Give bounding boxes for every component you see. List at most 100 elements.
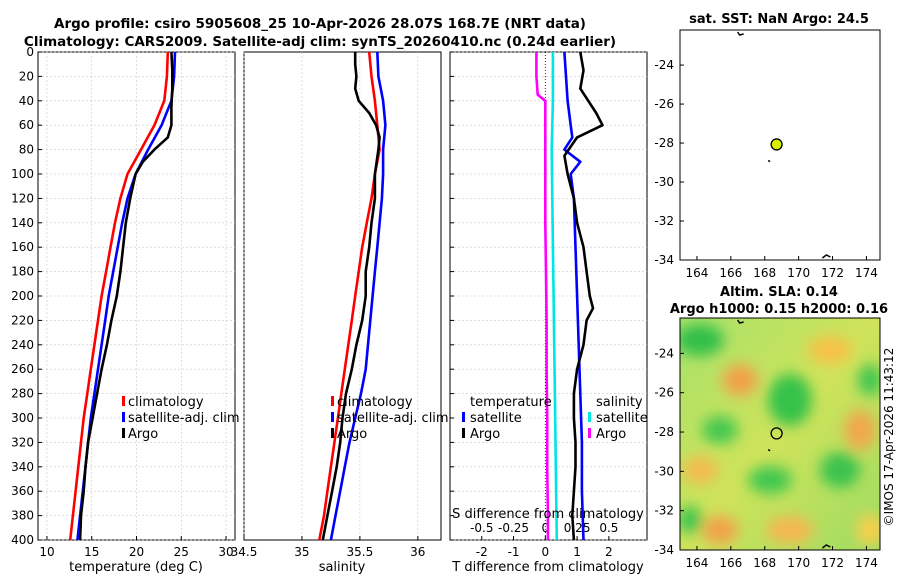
x-tick-label: 2 (605, 545, 613, 559)
series-line-climatology (68, 51, 170, 541)
salinity-plot-frame (243, 51, 442, 541)
sla-warm-blob (722, 364, 758, 396)
difference-xlabel-top: S difference from climatology (452, 507, 644, 522)
x-tick-label: 35 (294, 545, 309, 559)
y-tick-label: 180 (11, 265, 34, 279)
y-tick-label: 160 (11, 240, 34, 254)
sla-map-title-line1: Altim. SLA: 0.14 (720, 285, 838, 300)
sla-map: 164 166 168 170 172 174 -24 -26 -28 -30 -32 -34 (654, 319, 878, 570)
legend-label-satellite: satellite-adj. clim (128, 411, 240, 426)
legend-label-s-satellite: satellite (596, 411, 648, 426)
series-line-s-satellite (550, 52, 559, 541)
x-tick-label: 166 (719, 556, 742, 570)
legend-label-s-argo: Argo (596, 427, 626, 442)
series-line-argo (321, 52, 381, 541)
x-tick-label: 168 (753, 556, 776, 570)
y-tick-label: 120 (11, 191, 34, 205)
sla-map-title-line2: Argo h1000: 0.15 h2000: 0.16 (670, 302, 888, 317)
x-tick-label: 172 (821, 556, 844, 570)
x-tick-label: 170 (787, 556, 810, 570)
y-tick-label: -26 (654, 97, 674, 111)
legend-swatch-satellite (122, 412, 125, 422)
series-line-climatology (318, 51, 381, 541)
legend-swatch-s-satellite (588, 412, 591, 422)
legend-swatch-climatology (122, 396, 125, 406)
x-tick-label: 174 (855, 266, 878, 280)
x-tick-label: 10 (39, 545, 54, 559)
coastline (767, 449, 771, 452)
y-tick-label: -32 (654, 504, 674, 518)
legend-title-salinity: salinity (596, 395, 643, 410)
y-tick-label: 140 (11, 216, 34, 230)
coastline (767, 159, 771, 163)
coastline (737, 31, 744, 36)
x-tick-label: 172 (821, 266, 844, 280)
y-tick-label: 220 (11, 313, 34, 327)
sla-warm-blob (844, 410, 876, 450)
y-tick-label: -32 (654, 214, 674, 228)
x-tick-label: -2 (476, 545, 488, 559)
figure-title-line1: Argo profile: csiro 5905608_25 10-Apr-20… (54, 16, 586, 32)
x-tick-label: 15 (84, 545, 99, 559)
sla-cool-blob (680, 324, 724, 356)
s-tick-label: -0.5 (470, 521, 493, 535)
x-tick-label: 166 (719, 266, 742, 280)
y-tick-label: 380 (11, 509, 34, 523)
x-tick-label: 0 (542, 545, 550, 559)
sla-map-frame (679, 317, 881, 551)
legend-label-argo: Argo (337, 427, 367, 442)
y-tick-label: -26 (654, 386, 674, 400)
y-tick-label: -24 (654, 346, 674, 360)
x-tick-label: 36 (410, 545, 425, 559)
x-tick-label: 168 (753, 266, 776, 280)
series-line-satellite-adj-clim (329, 51, 387, 541)
x-tick-label: 20 (129, 545, 144, 559)
legend-swatch-argo (331, 428, 334, 438)
y-tick-label: 300 (11, 411, 34, 425)
legend-swatch-s-argo (588, 428, 591, 438)
sla-warm-blob (702, 516, 738, 544)
x-tick-label: 170 (787, 266, 810, 280)
sla-cool-blob (858, 364, 880, 396)
s-tick-label: 0.25 (564, 521, 591, 535)
x-tick-label: 34.5 (231, 545, 258, 559)
sla-warm-blob (766, 516, 814, 544)
y-tick-label: -28 (654, 425, 674, 439)
y-tick-label: -34 (654, 543, 674, 557)
coastline (821, 254, 831, 259)
figure-title-line2: Climatology: CARS2009. Satellite-adj cli… (24, 34, 616, 50)
s-tick-label: 0 (542, 521, 550, 535)
x-tick-label: 164 (685, 556, 708, 570)
series-line-argo (78, 51, 174, 541)
y-tick-label: -30 (654, 175, 674, 189)
y-tick-label: -30 (654, 464, 674, 478)
temperature-xlabel: temperature (deg C) (69, 560, 203, 575)
difference-xlabel: T difference from climatology (451, 560, 644, 575)
sla-warm-blob (682, 456, 718, 484)
series-line-t-satellite (563, 51, 585, 541)
y-tick-label: -34 (654, 253, 674, 267)
legend-swatch-argo (122, 428, 125, 438)
y-tick-label: -28 (654, 136, 674, 150)
series-line-t-argo (563, 51, 604, 541)
series-line-s-argo (535, 52, 550, 540)
sla-warm-blob (856, 514, 880, 546)
salinity-legend: climatology satellite-adj. clim Argo (331, 395, 449, 442)
y-tick-label: 260 (11, 362, 34, 376)
y-tick-label: 80 (19, 143, 34, 157)
x-tick-label: 174 (855, 556, 878, 570)
difference-plot: -2 -1 0 1 2 -0.5 -0.25 0 0.25 0.5 (450, 51, 647, 559)
legend-label-climatology: climatology (128, 395, 204, 410)
y-tick-label: 20 (19, 69, 34, 83)
x-tick-label: 1 (573, 545, 581, 559)
legend-title-temperature: temperature (470, 395, 552, 410)
y-tick-label: 400 (11, 533, 34, 547)
y-tick-label: 0 (26, 45, 34, 59)
legend-swatch-satellite (331, 412, 334, 422)
y-tick-label: 320 (11, 435, 34, 449)
difference-legend: temperature satellite Argo salinity sate… (462, 395, 648, 442)
watermark: ©IMOS 17-Apr-2026 11:43:12 (882, 348, 896, 527)
sla-warm-blob (808, 336, 852, 364)
legend-label-t-satellite: satellite (470, 411, 522, 426)
